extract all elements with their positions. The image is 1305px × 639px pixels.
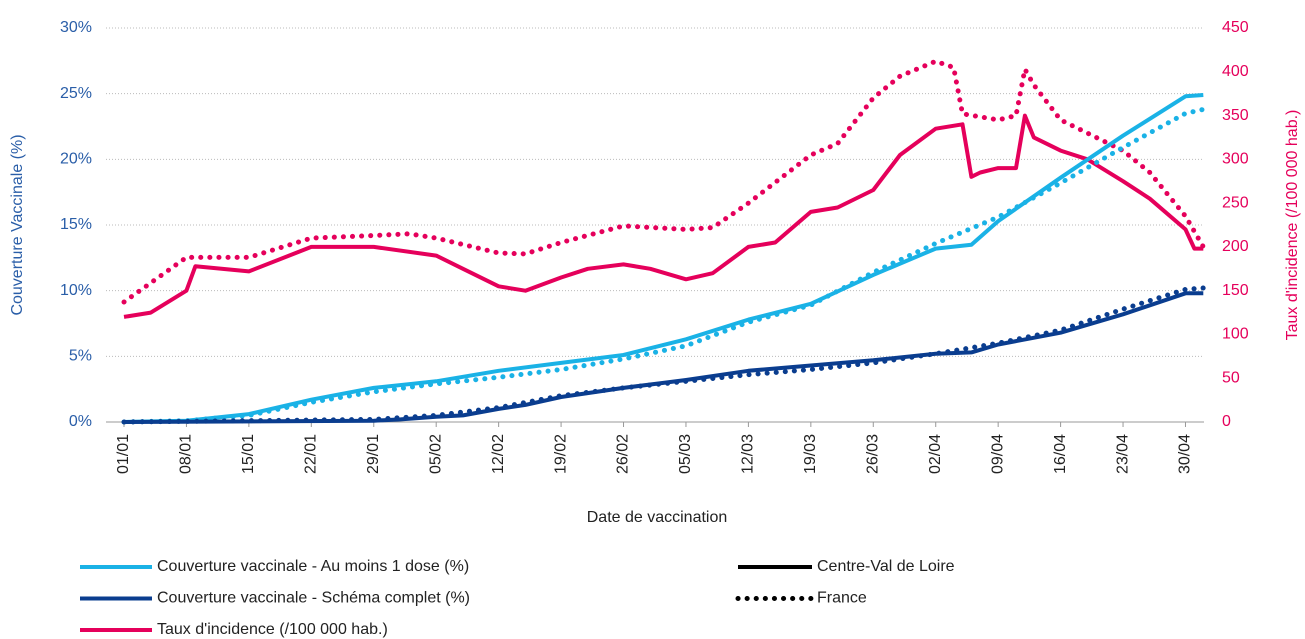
x-tick-label: 16/04 bbox=[1052, 434, 1069, 474]
series-line bbox=[123, 93, 1204, 424]
series-line bbox=[121, 58, 1206, 305]
series-line bbox=[123, 291, 1204, 424]
y-tick-label: 5% bbox=[69, 348, 92, 365]
series-line bbox=[121, 285, 1206, 425]
x-tick-label: 12/02 bbox=[490, 434, 507, 474]
x-tick-label: 26/03 bbox=[864, 434, 881, 474]
y2-tick-label: 150 bbox=[1222, 282, 1249, 299]
y2-tick-label: 350 bbox=[1222, 107, 1249, 124]
x-tick-label: 19/02 bbox=[552, 434, 569, 474]
y-tick-label: 10% bbox=[60, 282, 92, 299]
y2-tick-label: 450 bbox=[1222, 19, 1249, 36]
legend-label: Couverture vaccinale - Schéma complet (%… bbox=[157, 590, 470, 607]
y-tick-label: 20% bbox=[60, 151, 92, 168]
x-tick-label: 15/01 bbox=[240, 434, 257, 474]
x-tick-label: 12/03 bbox=[740, 434, 757, 474]
legend-label: Taux d'incidence (/100 000 hab.) bbox=[157, 621, 388, 638]
x-tick-label: 09/04 bbox=[989, 434, 1006, 474]
legend-label: France bbox=[817, 590, 867, 607]
x-tick-label: 30/04 bbox=[1177, 434, 1194, 474]
y-tick-label: 15% bbox=[60, 216, 92, 233]
y2-tick-label: 0 bbox=[1222, 413, 1231, 430]
series-line bbox=[123, 113, 1204, 319]
x-tick-label: 19/03 bbox=[802, 434, 819, 474]
x-tick-label: 26/02 bbox=[615, 434, 632, 474]
x-tick-label: 02/04 bbox=[927, 434, 944, 474]
series-line bbox=[121, 106, 1206, 425]
legend-label: Centre-Val de Loire bbox=[817, 558, 955, 575]
x-tick-label: 05/03 bbox=[677, 434, 694, 474]
x-axis-label: Date de vaccination bbox=[587, 509, 728, 526]
y-tick-label: 30% bbox=[60, 19, 92, 36]
y2-tick-label: 200 bbox=[1222, 238, 1249, 255]
x-tick-label: 22/01 bbox=[303, 434, 320, 474]
x-tick-label: 05/02 bbox=[427, 434, 444, 474]
y-tick-label: 0% bbox=[69, 413, 92, 430]
y-tick-label: 25% bbox=[60, 85, 92, 102]
y2-tick-label: 300 bbox=[1222, 151, 1249, 168]
y2-tick-label: 50 bbox=[1222, 369, 1240, 386]
x-tick-label: 08/01 bbox=[178, 434, 195, 474]
x-tick-label: 29/01 bbox=[365, 434, 382, 474]
y2-tick-label: 400 bbox=[1222, 63, 1249, 80]
y2-tick-label: 100 bbox=[1222, 326, 1249, 343]
x-tick-label: 23/04 bbox=[1114, 434, 1131, 474]
y-axis-label: Couverture Vaccinale (%) bbox=[9, 134, 26, 315]
x-tick-label: 01/01 bbox=[115, 434, 132, 474]
y2-axis-label: Taux d'incidence (/100 000 hab.) bbox=[1284, 110, 1301, 341]
y2-tick-label: 250 bbox=[1222, 194, 1249, 211]
legend-label: Couverture vaccinale - Au moins 1 dose (… bbox=[157, 558, 469, 575]
